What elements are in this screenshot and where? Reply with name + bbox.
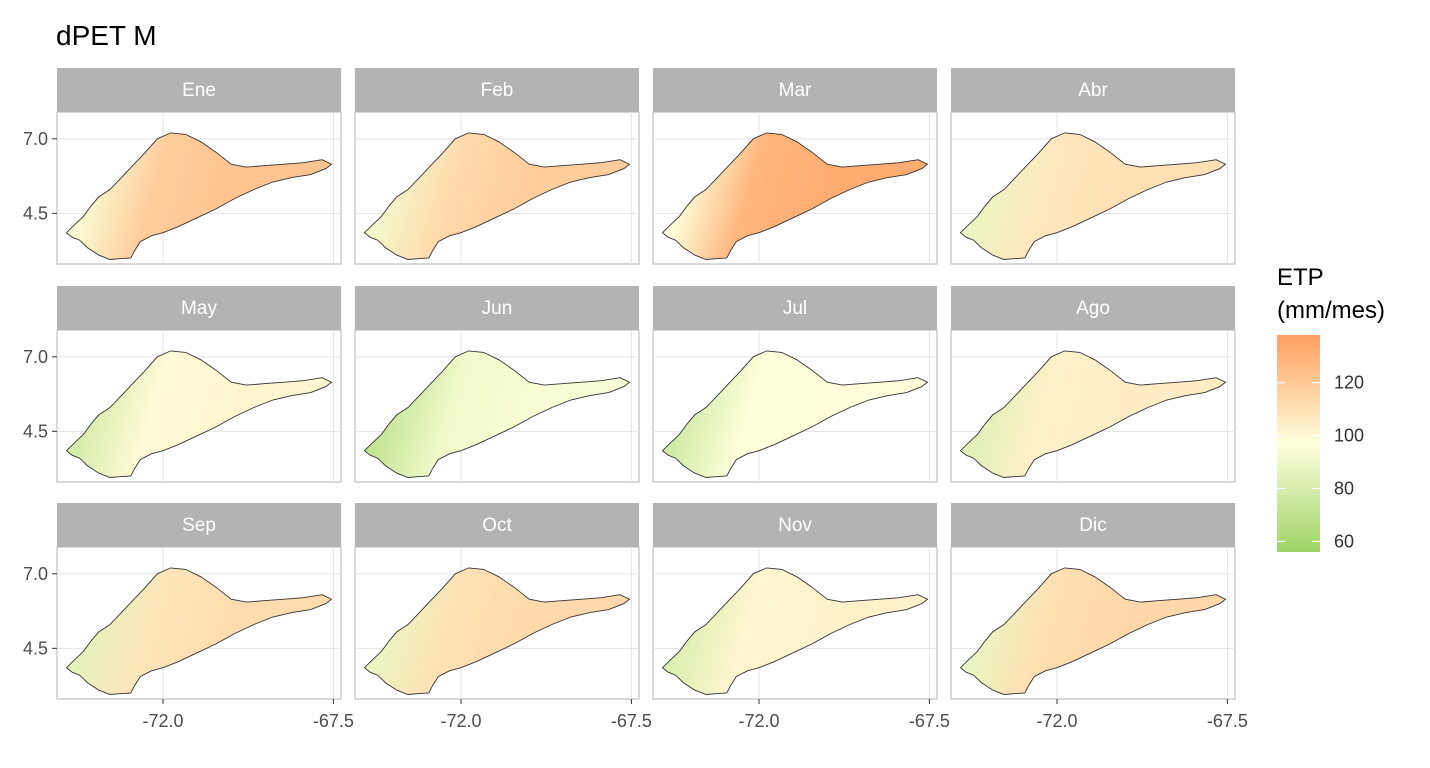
x-tick-label: -72.0 [739, 711, 780, 731]
facet-strip [57, 68, 341, 112]
basin-region [661, 132, 929, 260]
x-tick-label: -67.5 [909, 711, 950, 731]
basin-region [661, 567, 929, 695]
facet-strip-label: Ene [182, 80, 216, 101]
facet-panel: Abr [950, 68, 1236, 265]
x-tick-label: -67.5 [1207, 711, 1248, 731]
facet-panel: Dic [950, 503, 1236, 700]
facet-panel: Sep [56, 503, 342, 700]
facet-panel: May [56, 286, 342, 483]
y-tick-label: 4.5 [23, 421, 48, 441]
y-axis: 7.0 4.5 7.0 4.5 7.0 4.5 [23, 129, 57, 658]
legend: ETP (mm/mes) 120 100 80 60 [1277, 264, 1385, 552]
facet-strip [355, 503, 639, 547]
facet-strip-label: Nov [778, 515, 812, 536]
facet-panel: Jun [354, 286, 640, 483]
basin-region [65, 567, 333, 695]
facet-panel: Feb [354, 68, 640, 265]
basin-region [363, 350, 631, 478]
x-tick-label: -67.5 [313, 711, 354, 731]
facet-strip [951, 68, 1235, 112]
facet-strip [355, 286, 639, 330]
facet-strip [951, 286, 1235, 330]
facet-strip [355, 68, 639, 112]
legend-title-line2: (mm/mes) [1277, 297, 1385, 324]
facet-strip-label: May [181, 298, 217, 319]
legend-tick-label: 60 [1334, 531, 1354, 551]
y-tick-label: 7.0 [23, 129, 48, 149]
x-tick-label: -67.5 [611, 711, 652, 731]
legend-title-line1: ETP [1277, 264, 1324, 291]
chart-title: dPET M [56, 20, 157, 51]
legend-tick-label: 80 [1334, 478, 1354, 498]
basin-region [959, 132, 1227, 260]
y-tick-label: 4.5 [23, 638, 48, 658]
basin-region [959, 350, 1227, 478]
facet-panel: Ago [950, 286, 1236, 483]
basin-region [661, 350, 929, 478]
x-axis: -72.0 -67.5 -72.0 -67.5 -72.0 -67.5 -72.0 -67.5 [143, 699, 1248, 731]
facet-strip [951, 503, 1235, 547]
facet-strip-label: Oct [482, 515, 512, 536]
facet-panel: Mar [652, 68, 938, 265]
x-tick-label: -72.0 [1037, 711, 1078, 731]
facet-strip [653, 68, 937, 112]
legend-colorbar [1277, 335, 1320, 552]
basin-region [959, 567, 1227, 695]
legend-tick-label: 100 [1334, 426, 1364, 446]
y-tick-label: 4.5 [23, 203, 48, 223]
legend-tick-label: 120 [1334, 373, 1364, 393]
facet-panel: Nov [652, 503, 938, 700]
facet-strip [653, 286, 937, 330]
basin-region [363, 567, 631, 695]
basin-region [363, 132, 631, 260]
y-tick-label: 7.0 [23, 347, 48, 367]
facet-strip [57, 286, 341, 330]
facet-strip-label: Feb [481, 80, 514, 101]
facet-strip-label: Jul [783, 298, 807, 319]
y-tick-label: 7.0 [23, 564, 48, 584]
facet-strip-label: Ago [1076, 298, 1110, 319]
x-tick-label: -72.0 [441, 711, 482, 731]
facet-strip-label: Jun [482, 298, 513, 319]
facet-panel: Oct [354, 503, 640, 700]
facet-strip-label: Mar [779, 80, 812, 101]
x-tick-label: -72.0 [143, 711, 184, 731]
facet-strip-label: Dic [1079, 515, 1106, 536]
facet-panel: Ene [56, 68, 342, 265]
facet-strip-label: Abr [1078, 80, 1108, 101]
facet-strip [57, 503, 341, 547]
basin-region [65, 132, 333, 260]
basin-region [65, 350, 333, 478]
facet-strip-label: Sep [182, 515, 216, 536]
facet-grid: Ene Feb Mar Abr May Jun Jul Ago Sep Oct Nov Dic [56, 68, 1236, 700]
facet-strip [653, 503, 937, 547]
facet-panel: Jul [652, 286, 938, 483]
